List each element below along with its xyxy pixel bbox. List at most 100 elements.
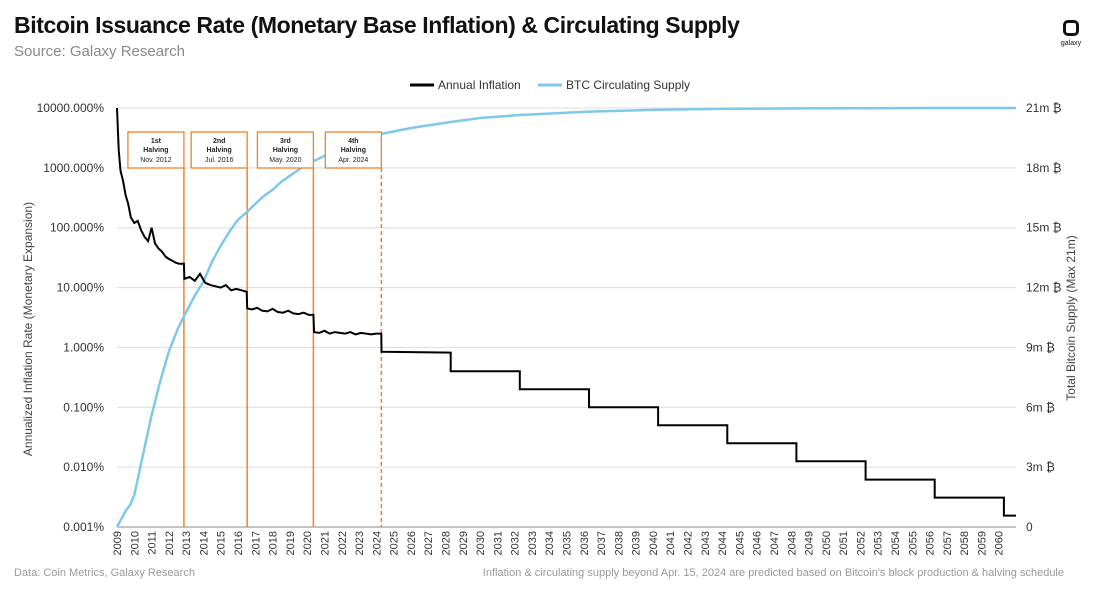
- x-tick-label: 2010: [129, 531, 141, 555]
- x-tick-label: 2052: [855, 531, 867, 555]
- legend: Annual Inflation BTC Circulating Supply: [410, 78, 690, 92]
- x-tick-label: 2059: [976, 531, 988, 555]
- x-tick-label: 2037: [596, 531, 608, 555]
- halving-box-3: [256, 131, 315, 169]
- legend-label-supply: BTC Circulating Supply: [566, 78, 690, 92]
- halving-label-title: Halving: [207, 147, 232, 154]
- x-tick-label: 2046: [752, 531, 764, 555]
- x-tick-label: 2015: [216, 531, 228, 555]
- halving-label-date: Jul. 2016: [205, 157, 234, 164]
- y-tick-label-left: 1.000%: [63, 340, 104, 354]
- x-tick-label: 2050: [821, 531, 833, 555]
- halving-label-title: Halving: [341, 147, 366, 154]
- halving-lines: [183, 168, 383, 527]
- galaxy-logo: galaxy: [1058, 20, 1084, 47]
- x-tick-label: 2060: [994, 531, 1006, 555]
- legend-label-inflation: Annual Inflation: [438, 78, 521, 92]
- x-tick-label: 2026: [406, 531, 418, 555]
- y-tick-label-left: 10.000%: [57, 281, 105, 295]
- galaxy-logo-icon: [1063, 20, 1079, 36]
- halving-box-4: [324, 131, 382, 169]
- x-tick-label: 2014: [198, 531, 210, 555]
- x-tick-label: 2022: [337, 531, 349, 555]
- x-tick-label: 2040: [648, 531, 660, 555]
- y-tick-label-right: 6m ₿: [1026, 400, 1055, 414]
- y-tick-label-left: 0.010%: [63, 460, 104, 474]
- y-tick-label-left: 10000.000%: [37, 101, 105, 115]
- x-tick-label: 2020: [302, 531, 314, 555]
- x-tick-label: 2029: [458, 531, 470, 555]
- x-tick-label: 2018: [268, 531, 280, 555]
- x-tick-label: 2009: [112, 531, 124, 555]
- x-tick-label: 2030: [475, 531, 487, 555]
- x-tick-label: 2013: [181, 531, 193, 555]
- x-tick-label: 2043: [700, 531, 712, 555]
- x-tick-label: 2031: [492, 531, 504, 555]
- grid-lines: [117, 107, 1016, 528]
- y-tick-label-left: 1000.000%: [43, 161, 104, 175]
- halving-label-title: Halving: [273, 147, 298, 154]
- series-line-inflation: [116, 107, 1016, 517]
- y-tick-label-right: 9m ₿: [1026, 340, 1055, 354]
- x-tick-label: 2044: [717, 531, 729, 555]
- x-tick-label: 2032: [510, 531, 522, 555]
- footer-note: Inflation & circulating supply beyond Ap…: [482, 567, 1064, 579]
- x-tick-label: 2055: [907, 531, 919, 555]
- halving-label-date: May. 2020: [269, 157, 301, 164]
- y-tick-label-right: 0: [1026, 520, 1033, 534]
- x-tick-label: 2024: [371, 531, 383, 555]
- halving-label-ordinal: 2nd: [213, 138, 225, 145]
- halving-label-ordinal: 3rd: [280, 138, 291, 145]
- page-title: Bitcoin Issuance Rate (Monetary Base Inf…: [14, 12, 740, 38]
- y-tick-label-left: 0.100%: [63, 400, 104, 414]
- x-tick-label: 2016: [233, 531, 245, 555]
- halving-label-ordinal: 4th: [348, 138, 359, 145]
- y-right-ticks: 21m ₿ 18m ₿ 15m ₿ 12m ₿ 9m ₿ 6m ₿ 3m ₿ 0: [1026, 101, 1062, 534]
- x-tick-label: 2041: [665, 531, 677, 555]
- series-line-supply: [115, 106, 1016, 528]
- y-tick-label-right: 21m ₿: [1026, 101, 1062, 115]
- halving-label-ordinal: 1st: [151, 138, 162, 145]
- x-tick-label: 2021: [319, 531, 331, 555]
- x-tick-label: 2054: [890, 531, 902, 555]
- x-tick-label: 2028: [440, 531, 452, 555]
- x-tick-label: 2023: [354, 531, 366, 555]
- x-tick-label: 2047: [769, 531, 781, 555]
- x-tick-label: 2035: [562, 531, 574, 555]
- x-tick-label: 2057: [942, 531, 954, 555]
- y-tick-label-right: 3m ₿: [1026, 460, 1055, 474]
- x-tick-label: 2038: [613, 531, 625, 555]
- y-tick-label-right: 18m ₿: [1026, 161, 1062, 175]
- x-tick-label: 2033: [527, 531, 539, 555]
- y-tick-label-right: 15m ₿: [1026, 221, 1062, 235]
- halving-label-date: Nov. 2012: [140, 157, 171, 164]
- x-tick-label: 2051: [838, 531, 850, 555]
- y-axis-label-left: Annualized Inflation Rate (Monetary Expa…: [21, 202, 35, 456]
- x-tick-label: 2012: [164, 531, 176, 555]
- x-tick-label: 2039: [631, 531, 643, 555]
- x-tick-label: 2017: [250, 531, 262, 555]
- x-tick-label: 2042: [683, 531, 695, 555]
- x-tick-label: 2053: [873, 531, 885, 555]
- x-tick-label: 2036: [579, 531, 591, 555]
- x-tick-label: 2034: [544, 531, 556, 555]
- halving-box-2: [190, 131, 248, 169]
- x-tick-label: 2025: [389, 531, 401, 555]
- x-tick-label: 2011: [147, 531, 159, 555]
- halving-label-title: Halving: [143, 147, 168, 154]
- x-tick-label: 2045: [734, 531, 746, 555]
- y-tick-label-right: 12m ₿: [1026, 281, 1062, 295]
- page-subtitle: Source: Galaxy Research: [14, 43, 185, 60]
- halving-box-1: [127, 131, 185, 169]
- y-tick-label-left: 100.000%: [50, 221, 104, 235]
- x-tick-label: 2048: [786, 531, 798, 555]
- x-tick-label: 2058: [959, 531, 971, 555]
- y-tick-label-left: 0.001%: [63, 520, 104, 534]
- x-tick-label: 2056: [925, 531, 937, 555]
- x-tick-label: 2049: [804, 531, 816, 555]
- y-left-ticks: 10000.000% 1000.000% 100.000% 10.000% 1.000%…: [37, 101, 105, 534]
- footer-source: Data: Coin Metrics, Galaxy Research: [14, 567, 195, 579]
- y-axis-label-right: Total Bitcoin Supply (Max 21m): [1064, 235, 1078, 400]
- galaxy-logo-text: galaxy: [1060, 40, 1082, 47]
